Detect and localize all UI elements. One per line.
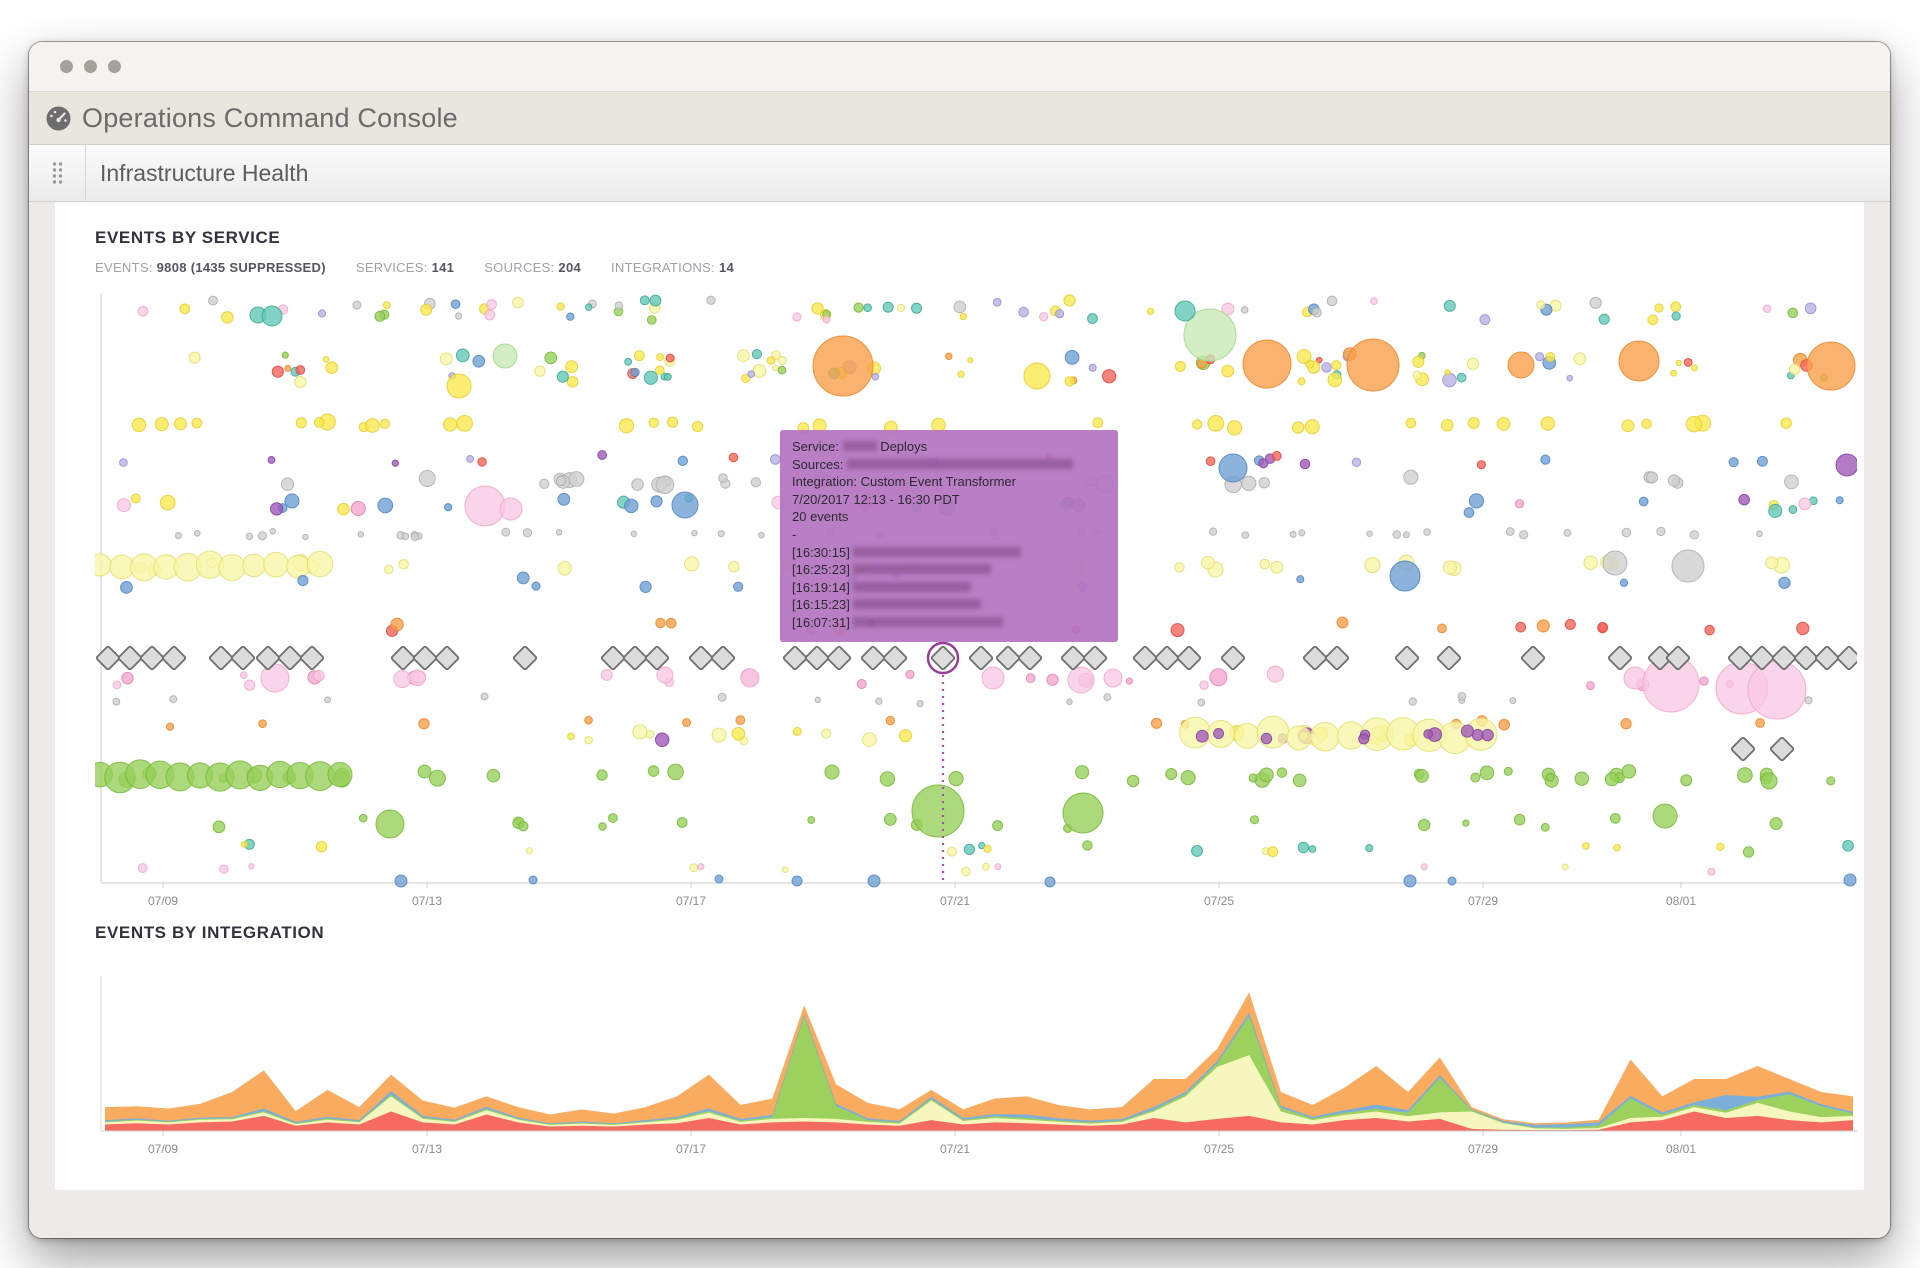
svg-text:07/25: 07/25: [1204, 894, 1234, 908]
tooltip-line: [16:15:23]: [792, 596, 1106, 614]
stat-events: EVENTS: 9808 (1435 SUPPRESSED): [95, 260, 326, 275]
svg-text:07/13: 07/13: [412, 894, 442, 908]
tooltip-line: [16:30:15]: [792, 544, 1106, 562]
tooltip-line: 7/20/2017 12:13 - 16:30 PDT: [792, 491, 960, 507]
stat-integrations: INTEGRATIONS: 14: [611, 260, 735, 275]
svg-text:07/13: 07/13: [412, 1142, 442, 1154]
widget-title: Infrastructure Health: [100, 159, 309, 186]
tooltip-line: Integration: Custom Event Transformer: [792, 474, 1016, 490]
window-button-2[interactable]: [84, 60, 97, 73]
tooltip-line: [16:25:23]: [792, 561, 1106, 579]
svg-text:07/21: 07/21: [940, 1142, 970, 1154]
svg-text:07/21: 07/21: [940, 894, 970, 908]
svg-text:07/09: 07/09: [148, 894, 178, 908]
window-button-3[interactable]: [108, 60, 121, 73]
svg-text:08/01: 08/01: [1666, 1142, 1696, 1154]
tooltip-line: -: [792, 526, 797, 542]
widget-header[interactable]: Infrastructure Health: [29, 145, 1890, 202]
app-window: Operations Command Console Infrastructur…: [29, 42, 1890, 1238]
events-by-integration-title: EVENTS BY INTEGRATION: [95, 923, 325, 942]
drag-handle[interactable]: [29, 145, 85, 201]
dashboard-content: EVENTS BY SERVICE EVENTS: 9808 (1435 SUP…: [29, 202, 1890, 1238]
events-by-integration-chart-area: 010020030007/0907/1307/1707/2107/2507/29…: [75, 949, 1857, 1156]
svg-text:07/09: 07/09: [148, 1142, 178, 1154]
tooltip-line: Service: Deploys: [792, 439, 928, 454]
tooltip-line: [16:19:14]: [792, 579, 1106, 597]
tooltip-line: 20 events: [792, 509, 849, 525]
chart-panel: EVENTS BY SERVICE EVENTS: 9808 (1435 SUP…: [55, 202, 1864, 1190]
tooltip-line: Sources:: [792, 456, 1106, 474]
svg-text:07/17: 07/17: [676, 1142, 706, 1154]
tooltip-line: [16:07:31]: [792, 614, 1106, 632]
gauge-icon: [46, 106, 71, 130]
divider: [85, 145, 86, 201]
svg-text:07/29: 07/29: [1468, 894, 1498, 908]
events-by-service-title: EVENTS BY SERVICE: [95, 228, 281, 247]
stats-bar: EVENTS: 9808 (1435 SUPPRESSED) SERVICES:…: [95, 260, 1864, 275]
events-by-integration-chart[interactable]: 010020030007/0907/1307/1707/2107/2507/29…: [75, 949, 1857, 1156]
stat-services: SERVICES: 141: [355, 260, 455, 275]
app-header: Operations Command Console: [29, 92, 1890, 145]
drag-handle-icon: [52, 162, 62, 184]
svg-text:08/01: 08/01: [1666, 894, 1696, 908]
event-tooltip: Service: Deploys Sources: Integration: Cu…: [780, 430, 1118, 642]
window-button-1[interactable]: [60, 60, 73, 73]
window-titlebar[interactable]: [29, 42, 1890, 92]
svg-text:07/25: 07/25: [1204, 1142, 1234, 1154]
stat-sources: SOURCES: 204: [484, 260, 582, 275]
svg-text:07/29: 07/29: [1468, 1142, 1498, 1154]
app-title: Operations Command Console: [82, 102, 458, 133]
svg-text:07/17: 07/17: [676, 894, 706, 908]
